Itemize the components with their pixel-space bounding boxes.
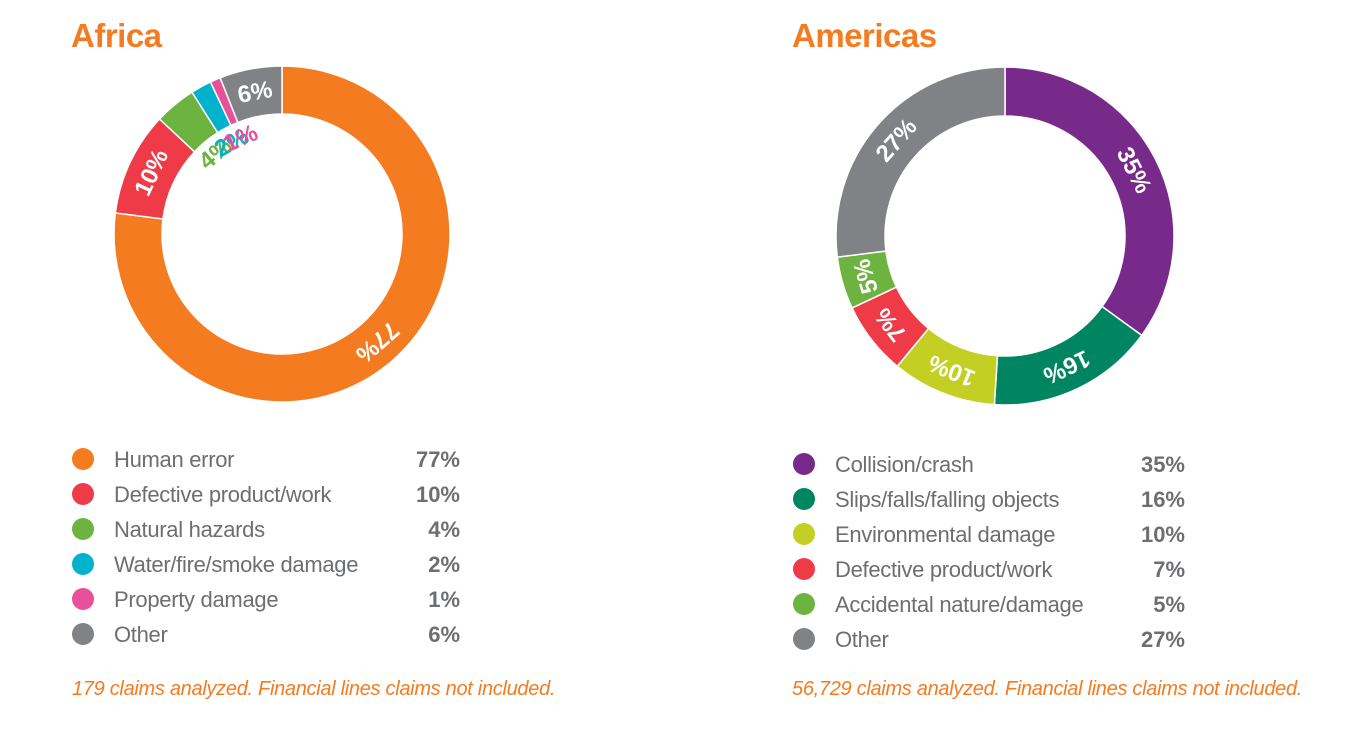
legend-value: 1% (428, 587, 460, 612)
legend-value: 77% (415, 447, 460, 472)
legend-item: Defective product/work 7% (793, 552, 1185, 587)
legend-value: 4% (428, 517, 460, 542)
legend-label: Other (835, 627, 889, 652)
legend-value: 7% (1153, 557, 1185, 582)
legend-label: Natural hazards (114, 517, 265, 542)
legend-value: 2% (428, 552, 460, 577)
americas-panel: Americas 35% 16% 10% 7% 5% 27% Collision/cras… (682, 0, 1365, 730)
legend-label: Collision/crash (835, 452, 974, 477)
claims-note: 179 claims analyzed. Financial lines cla… (72, 678, 556, 700)
donut-segment-other (219, 65, 283, 124)
donut-segment-collision-crash (1004, 66, 1175, 337)
donut-segment-human-error (113, 65, 451, 403)
americas-legend: Collision/crash 35% Slips/falls/falling o… (793, 447, 1185, 657)
legend-item: Water/fire/smoke damage 2% (72, 547, 460, 582)
africa-legend: Human error 77% Defective product/work 10%… (72, 442, 460, 652)
legend-label: Accidental nature/damage (835, 592, 1084, 617)
legend-swatch-icon (72, 623, 94, 645)
legend-value: 5% (1153, 592, 1185, 617)
legend-value: 6% (428, 622, 460, 647)
legend-value: 10% (415, 482, 460, 507)
claims-note: 56,729 claims analyzed. Financial lines … (792, 678, 1303, 700)
legend-label: Slips/falls/falling objects (835, 487, 1060, 512)
chart-title: Africa (71, 17, 162, 54)
legend-label: Environmental damage (835, 522, 1056, 547)
legend-item: Defective product/work 10% (72, 477, 460, 512)
legend-swatch-icon (793, 523, 815, 545)
legend-item: Property damage 1% (72, 582, 460, 617)
legend-item: Other 6% (72, 617, 460, 652)
legend-item: Collision/crash 35% (793, 447, 1185, 482)
americas-donut-chart: 35%16%10%7%5%27% (835, 66, 1175, 406)
legend-value: 27% (1140, 627, 1185, 652)
legend-swatch-icon (793, 593, 815, 615)
legend-swatch-icon (793, 558, 815, 580)
legend-value: 10% (1140, 522, 1185, 547)
legend-label: Other (114, 622, 168, 647)
legend-label: Defective product/work (114, 482, 332, 507)
legend-item: Natural hazards 4% (72, 512, 460, 547)
legend-label: Water/fire/smoke damage (114, 552, 359, 577)
donut-segment-other (835, 66, 1006, 259)
legend-swatch-icon (793, 628, 815, 650)
legend-item: Accidental nature/damage 5% (793, 587, 1185, 622)
legend-label: Human error (114, 447, 235, 472)
data-label-other: 6% (235, 76, 274, 109)
legend-swatch-icon (72, 518, 94, 540)
legend-value: 16% (1140, 487, 1185, 512)
legend-swatch-icon (72, 448, 94, 470)
legend-swatch-icon (72, 553, 94, 575)
legend-swatch-icon (72, 588, 94, 610)
legend-item: Slips/falls/falling objects 16% (793, 482, 1185, 517)
legend-label: Defective product/work (835, 557, 1053, 582)
chart-title: Americas (792, 17, 937, 54)
legend-item: Environmental damage 10% (793, 517, 1185, 552)
africa-panel: Africa 77% 10% 4% 2% 1% 6% Human error 77% Def… (0, 0, 682, 730)
legend-item: Other 27% (793, 622, 1185, 657)
legend-swatch-icon (72, 483, 94, 505)
legend-swatch-icon (793, 488, 815, 510)
legend-label: Property damage (114, 587, 279, 612)
legend-value: 35% (1140, 452, 1185, 477)
legend-swatch-icon (793, 453, 815, 475)
africa-donut-chart: 77%10% 4%2%1%6% (113, 65, 451, 403)
legend-item: Human error 77% (72, 442, 460, 477)
